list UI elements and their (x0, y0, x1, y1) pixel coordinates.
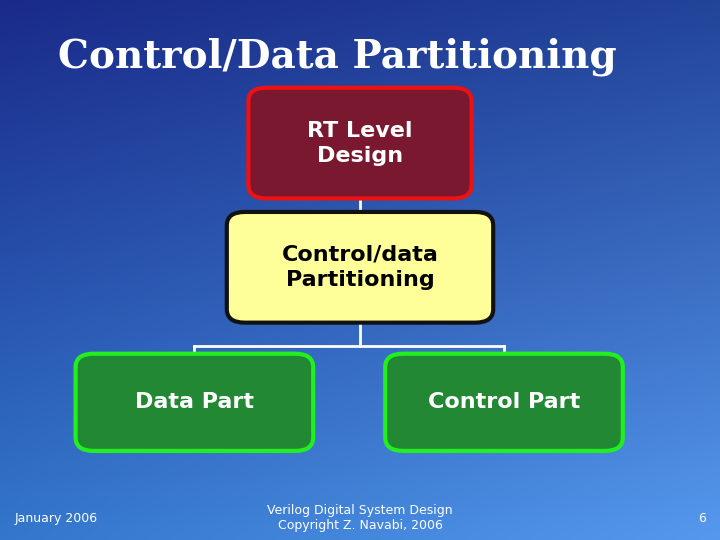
Text: Control Part: Control Part (428, 392, 580, 413)
Text: 6: 6 (698, 512, 706, 525)
Text: January 2006: January 2006 (14, 512, 97, 525)
Text: RT Level
Design: RT Level Design (307, 121, 413, 165)
FancyBboxPatch shape (248, 88, 472, 199)
FancyBboxPatch shape (76, 354, 313, 451)
Text: Verilog Digital System Design
Copyright Z. Navabi, 2006: Verilog Digital System Design Copyright … (267, 504, 453, 532)
Text: Data Part: Data Part (135, 392, 254, 413)
FancyBboxPatch shape (227, 212, 493, 322)
Text: Control/data
Partitioning: Control/data Partitioning (282, 245, 438, 289)
Text: Control/Data Partitioning: Control/Data Partitioning (58, 37, 616, 76)
FancyBboxPatch shape (385, 354, 623, 451)
